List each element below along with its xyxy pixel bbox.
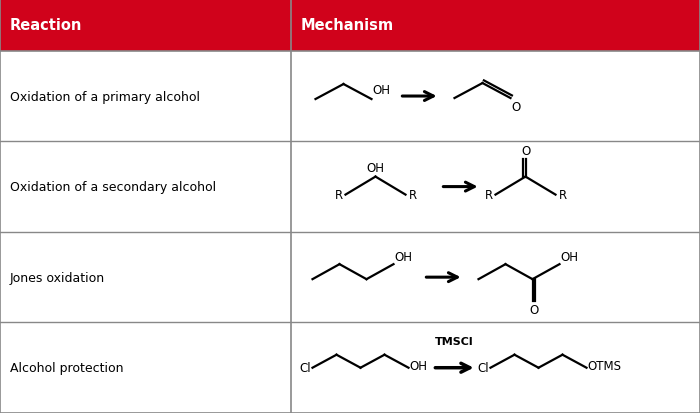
Text: Alcohol protection: Alcohol protection	[10, 361, 123, 374]
Text: OH: OH	[561, 251, 578, 263]
Text: O: O	[512, 101, 521, 114]
Text: OTMS: OTMS	[587, 359, 622, 372]
Text: OH: OH	[372, 84, 391, 97]
Text: R: R	[409, 189, 416, 202]
Text: Jones oxidation: Jones oxidation	[10, 271, 105, 284]
Text: OH: OH	[367, 161, 384, 174]
Text: R: R	[335, 189, 342, 202]
Text: O: O	[529, 304, 538, 316]
Text: OH: OH	[410, 359, 428, 372]
Text: Mechanism: Mechanism	[300, 18, 393, 33]
Text: Cl: Cl	[299, 361, 311, 374]
Text: Oxidation of a primary alcohol: Oxidation of a primary alcohol	[10, 90, 200, 103]
Text: Cl: Cl	[477, 361, 489, 374]
Text: Oxidation of a secondary alcohol: Oxidation of a secondary alcohol	[10, 180, 216, 194]
Bar	[0, 0, 700, 52]
Text: Reaction: Reaction	[10, 18, 83, 33]
Text: R: R	[484, 189, 493, 202]
Text: TMSCl: TMSCl	[435, 336, 474, 346]
Text: O: O	[521, 144, 530, 157]
Text: R: R	[559, 189, 566, 202]
Text: OH: OH	[395, 251, 412, 263]
